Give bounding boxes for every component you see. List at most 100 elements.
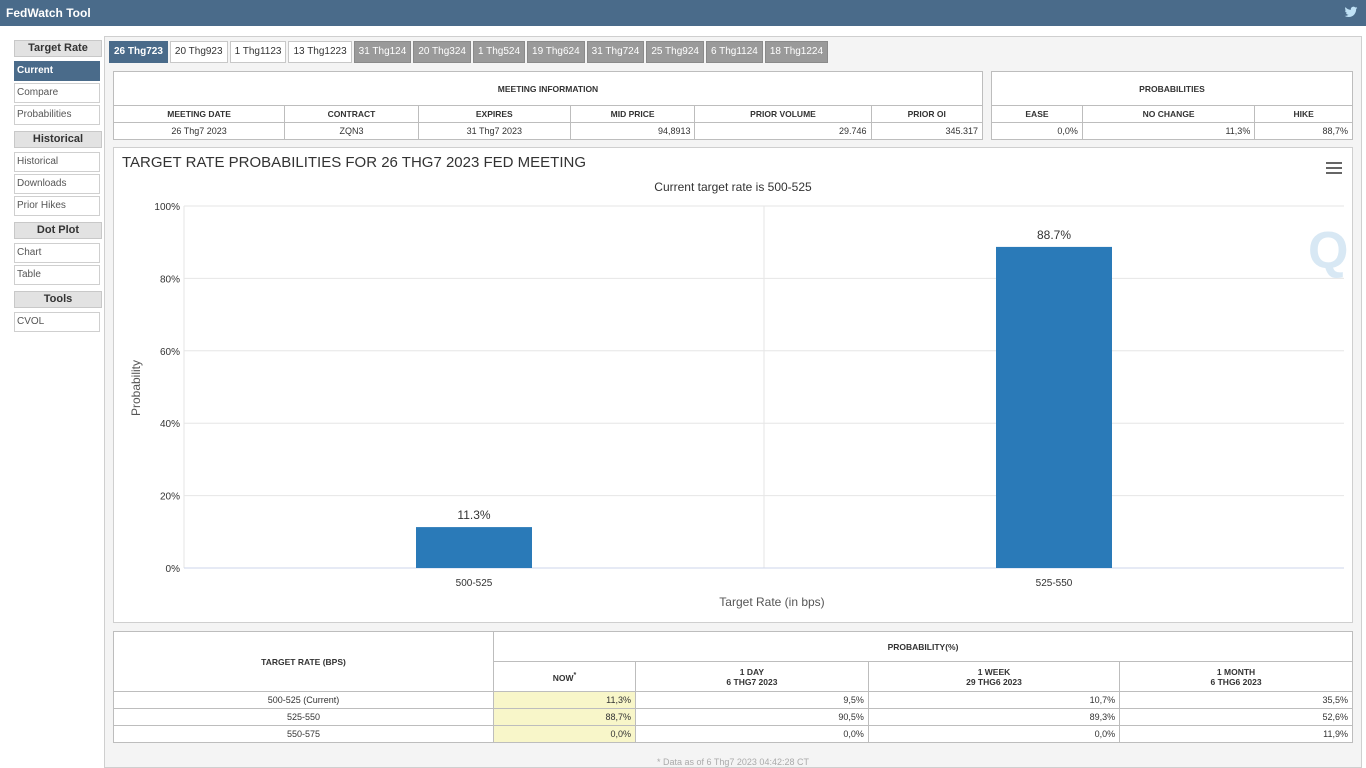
col-1-month-date: 6 THG6 2023 xyxy=(1210,676,1262,687)
chart-title: TARGET RATE PROBABILITIES FOR 26 THG7 20… xyxy=(122,154,587,171)
y-tick-label: 100% xyxy=(154,202,180,213)
sidebar-item-downloads[interactable]: Downloads xyxy=(14,174,100,194)
sidebar-item-chart[interactable]: Chart xyxy=(14,243,100,263)
sidebar-heading-historical: Historical xyxy=(14,131,102,148)
col-header: MID PRICE xyxy=(569,105,696,123)
col-1-day-label: 1 DAY xyxy=(739,666,765,677)
meeting-info-table: MEETING INFORMATION MEETING DATE CONTRAC… xyxy=(112,71,984,140)
tab-meeting[interactable]: 26 Thg723 xyxy=(109,41,168,63)
sidebar-item-cvol[interactable]: CVOL xyxy=(14,312,100,332)
probability-header: PROBABILITY(%) xyxy=(493,631,1353,662)
main-panel: 26 Thg723 20 Thg923 1 Thg1123 13 Thg1223… xyxy=(104,36,1362,768)
chart-subtitle: Current target rate is 500-525 xyxy=(654,180,812,194)
col-1-month: 1 MONTH 6 THG6 2023 xyxy=(1119,661,1353,692)
bar-chart: Q Probability Target Rate (in bps) 0% 20%… xyxy=(129,202,1348,609)
meeting-tabs: 26 Thg723 20 Thg923 1 Thg1123 13 Thg1223… xyxy=(109,41,830,63)
tab-meeting[interactable]: 13 Thg1223 xyxy=(288,41,352,63)
data-label: 88.7% xyxy=(1037,228,1071,242)
target-rate-cell: 550-575 xyxy=(113,725,494,743)
target-rate-cell: 500-525 (Current) xyxy=(113,691,494,709)
now-cell: 0,0% xyxy=(493,725,636,743)
tab-meeting[interactable]: 18 Thg1224 xyxy=(764,41,829,63)
tab-meeting[interactable]: 31 Thg724 xyxy=(586,41,645,63)
one-week-cell: 0,0% xyxy=(867,725,1121,743)
twitter-icon[interactable] xyxy=(1344,5,1358,19)
hamburger-menu-icon[interactable] xyxy=(1326,162,1342,174)
one-day-cell: 9,5% xyxy=(635,691,869,709)
probabilities-table: PROBABILITIES EASE NO CHANGE HIKE 0,0% 1… xyxy=(991,71,1353,140)
tab-meeting[interactable]: 6 Thg1124 xyxy=(705,41,763,63)
tab-meeting[interactable]: 20 Thg324 xyxy=(413,41,471,63)
sidebar-item-table[interactable]: Table xyxy=(14,265,100,285)
now-cell: 88,7% xyxy=(493,708,636,726)
tab-meeting[interactable]: 25 Thg924 xyxy=(646,41,704,63)
x-tick-label: 525-550 xyxy=(1036,578,1073,589)
chart-panel: TARGET RATE PROBABILITIES FOR 26 THG7 20… xyxy=(113,147,1353,623)
col-header: PRIOR VOLUME xyxy=(694,105,872,123)
tab-meeting[interactable]: 20 Thg923 xyxy=(169,41,228,63)
col-1-week: 1 WEEK 29 THG6 2023 xyxy=(867,661,1121,692)
meeting-info-heading: MEETING INFORMATION xyxy=(113,71,983,106)
one-week-cell: 10,7% xyxy=(867,691,1121,709)
bar xyxy=(996,246,1112,568)
x-axis-label: Target Rate (in bps) xyxy=(719,595,824,609)
sidebar-item-current[interactable]: Current xyxy=(14,61,100,81)
one-month-cell: 35,5% xyxy=(1119,691,1353,709)
tab-meeting[interactable]: 19 Thg624 xyxy=(527,41,585,63)
y-tick-label: 60% xyxy=(160,347,180,358)
prior-volume: 29.746 xyxy=(694,122,872,140)
target-rate-cell: 525-550 xyxy=(113,708,494,726)
one-month-cell: 11,9% xyxy=(1119,725,1353,743)
col-1-week-date: 29 THG6 2023 xyxy=(966,676,1022,687)
col-now: NOW* xyxy=(493,661,636,692)
y-tick-label: 0% xyxy=(166,564,181,575)
watermark-logo: Q xyxy=(1308,222,1348,280)
one-week-cell: 89,3% xyxy=(867,708,1121,726)
y-tick-label: 20% xyxy=(160,492,180,503)
sidebar-item-probabilities[interactable]: Probabilities xyxy=(14,105,100,125)
sidebar-heading-tools: Tools xyxy=(14,291,102,308)
col-header: EXPIRES xyxy=(417,105,571,123)
mid-price: 94,8913 xyxy=(569,122,696,140)
y-tick-label: 40% xyxy=(160,419,180,430)
meeting-date: 26 Thg7 2023 xyxy=(112,122,286,140)
one-day-cell: 90,5% xyxy=(635,708,869,726)
sidebar-item-historical[interactable]: Historical xyxy=(14,152,100,172)
expires: 31 Thg7 2023 xyxy=(417,122,571,140)
sidebar-item-compare[interactable]: Compare xyxy=(14,83,100,103)
data-label: 11.3% xyxy=(457,508,490,522)
col-header: PRIOR OI xyxy=(870,105,984,123)
tab-meeting[interactable]: 1 Thg1123 xyxy=(229,41,287,63)
one-month-cell: 52,6% xyxy=(1119,708,1353,726)
y-axis-label: Probability xyxy=(129,360,143,416)
col-header: NO CHANGE xyxy=(1081,105,1256,123)
sidebar: Target Rate Current Compare Probabilitie… xyxy=(0,34,104,768)
now-cell: 11,3% xyxy=(493,691,636,709)
col-header: HIKE xyxy=(1254,105,1353,123)
table-row: 550-575 0,0% 0,0% 0,0% 11,9% xyxy=(113,725,1353,743)
sidebar-heading-dot-plot: Dot Plot xyxy=(14,222,102,239)
table-row: 500-525 (Current) 11,3% 9,5% 10,7% 35,5% xyxy=(113,691,1353,709)
col-1-day: 1 DAY 6 THG7 2023 xyxy=(635,661,869,692)
tab-meeting[interactable]: 1 Thg524 xyxy=(472,41,526,63)
data-timestamp-note: * Data as of 6 Thg7 2023 04:42:28 CT xyxy=(657,757,809,767)
col-now-footnote-mark: * xyxy=(573,670,577,679)
prior-oi: 345.317 xyxy=(870,122,984,140)
no-change-value: 11,3% xyxy=(1081,122,1256,140)
target-rate-header: TARGET RATE (BPS) xyxy=(113,631,494,692)
col-header: EASE xyxy=(991,105,1083,123)
sidebar-item-prior-hikes[interactable]: Prior Hikes xyxy=(14,196,100,216)
col-now-label: NOW xyxy=(552,672,574,683)
col-header: MEETING DATE xyxy=(112,105,286,123)
col-1-week-label: 1 WEEK xyxy=(977,666,1011,677)
hike-value: 88,7% xyxy=(1254,122,1353,140)
col-1-day-date: 6 THG7 2023 xyxy=(726,676,778,687)
y-tick-label: 80% xyxy=(160,274,180,285)
app-title: FedWatch Tool xyxy=(6,6,91,20)
table-row: 525-550 88,7% 90,5% 89,3% 52,6% xyxy=(113,708,1353,726)
col-1-month-label: 1 MONTH xyxy=(1216,666,1256,677)
ease-value: 0,0% xyxy=(991,122,1083,140)
tab-meeting[interactable]: 31 Thg124 xyxy=(353,41,412,63)
sidebar-heading-target-rate: Target Rate xyxy=(14,40,102,57)
x-tick-label: 500-525 xyxy=(456,578,493,589)
